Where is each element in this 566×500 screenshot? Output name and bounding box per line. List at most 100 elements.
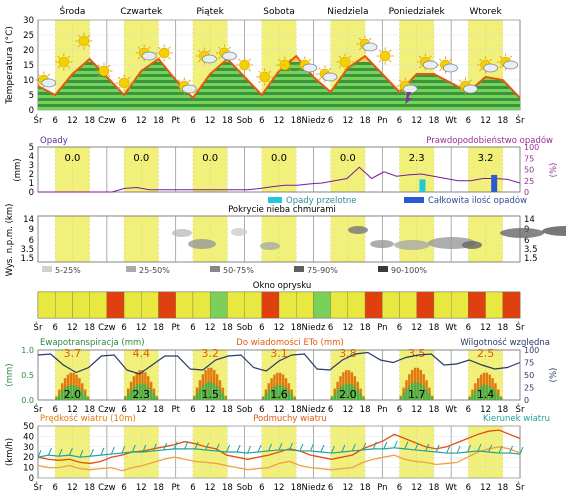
precip-axis-tick: 2 (29, 170, 34, 180)
spray-time-tick-label: 18 (360, 323, 371, 333)
evap-bar-inner (221, 393, 225, 400)
evap-bar-inner (293, 398, 296, 400)
day-name-label: Piątek (196, 7, 224, 17)
evap-time-tick-label: 6 (190, 405, 195, 415)
evap-time-tick-label: Pn (377, 405, 387, 415)
evap-day-bars (192, 367, 227, 400)
cloud-legend-swatch (42, 266, 52, 272)
evap-bar-inner (347, 383, 351, 400)
wind-barb (236, 444, 241, 453)
wind-barb (488, 444, 493, 453)
daylight-band (55, 216, 90, 262)
evap-daily-value: 1.7 (408, 388, 426, 401)
spray-segment (123, 291, 142, 319)
evap-bar-inner (339, 386, 342, 400)
time-tick-label: Wt (445, 116, 457, 126)
wind-barb (184, 441, 189, 450)
sun-ray (157, 46, 161, 50)
evap-bar-inner (476, 388, 480, 400)
sun-disc (339, 56, 351, 68)
evap-bar-inner (353, 386, 357, 400)
sun-disc (279, 59, 291, 71)
evap-bar-inner (336, 389, 339, 400)
evap-bar-inner (482, 385, 486, 400)
eto-daily-value: 3.5 (408, 347, 426, 360)
sun-ray (398, 79, 402, 83)
evap-daily-value: 1.5 (201, 388, 219, 401)
evap-bar-inner (410, 383, 414, 400)
spray-time-tick-label: 18 (429, 323, 440, 333)
cloud-legend-label: 90-100% (391, 266, 427, 275)
sun-icon (115, 74, 133, 92)
wind-barb (509, 445, 513, 454)
sun-ray (499, 65, 502, 69)
temperature-stripe (38, 83, 520, 86)
evap-time-tick-label: 12 (67, 405, 78, 415)
evap-bar-inner (195, 393, 199, 400)
evap-bar-inner (78, 388, 81, 400)
wind-gust-line (37, 429, 521, 465)
wind-barb (414, 442, 419, 451)
temperature-stripe (38, 74, 520, 77)
temp-axis-title: Temperatura (°C) (5, 26, 15, 105)
wind-time-tick-label: 12 (67, 483, 78, 493)
evap-time-tick-label: Pt (171, 405, 180, 415)
evap-bar-inner (273, 386, 276, 400)
precip-axis-tick: 0 (29, 188, 34, 198)
wind-barb (278, 442, 283, 451)
wind-barb (194, 441, 199, 450)
sun-ray (127, 86, 131, 90)
sun-ray (439, 58, 442, 62)
sun-ray (439, 68, 442, 72)
sun-ray (418, 65, 422, 69)
time-tick-label: 18 (84, 116, 95, 126)
sun-ray (358, 47, 362, 51)
evap-time-tick-label: Czw (98, 405, 115, 415)
sun-ray (137, 56, 141, 60)
eto-daily-value: 3.1 (270, 347, 288, 360)
cloud-cell (188, 239, 216, 249)
spray-segment (278, 291, 297, 319)
sun-icon (95, 62, 113, 80)
wind-panel: Prędkość wiatru (10m) Podmuchy wiatru Kier… (5, 413, 550, 493)
sun-ray (87, 34, 91, 38)
sun-ray (117, 86, 121, 90)
time-tick-label: 18 (497, 116, 508, 126)
wind-time-tick-label: Niedz (302, 483, 326, 493)
cloud-axis-tick: 1.5 (20, 254, 34, 264)
evap-bar-inner (330, 397, 334, 400)
sun-ray (127, 76, 131, 80)
sun-ray (378, 59, 382, 63)
evap-bar-inner (356, 389, 359, 400)
wind-time-tick-label: 12 (274, 483, 285, 493)
evap-bar-inner (413, 382, 417, 400)
evap-bar-inner (488, 386, 491, 400)
sun-ray (318, 77, 321, 81)
wind-time-tick-label: 12 (411, 483, 422, 493)
time-tick-label: 6 (466, 116, 471, 126)
wind-barb (110, 446, 115, 455)
evap-bar-inner (264, 394, 268, 400)
evap-bar-inner (362, 397, 365, 400)
temp-axis-tick: 30 (23, 16, 34, 26)
evap-time-tick-label: 12 (411, 405, 422, 415)
evap-bar-inner (261, 398, 265, 400)
spray-segment (485, 291, 503, 319)
precip-axis-tick: 3 (29, 161, 34, 171)
spray-segment (399, 291, 417, 319)
sun-ray (97, 64, 101, 68)
humidity-axis-tick: 25 (524, 384, 534, 393)
thunderstorm-icon (396, 77, 418, 104)
wind-time-tick-label: 12 (136, 483, 147, 493)
cloud-shape (463, 84, 478, 94)
wind-barb (173, 441, 178, 450)
wind-time-tick-label: 18 (497, 483, 508, 493)
sun-ray (177, 89, 181, 93)
partly-cloudy-icon (215, 44, 237, 62)
wind-title-center: Podmuchy wiatru (253, 414, 327, 424)
evap-bar-inner (152, 393, 156, 400)
partly-cloudy-icon (316, 65, 338, 83)
cloud-cover-title: Pokrycie nieba chmurami (228, 205, 336, 215)
precip-prob-tick: 25 (524, 177, 534, 186)
evap-bar-inner (279, 385, 282, 400)
